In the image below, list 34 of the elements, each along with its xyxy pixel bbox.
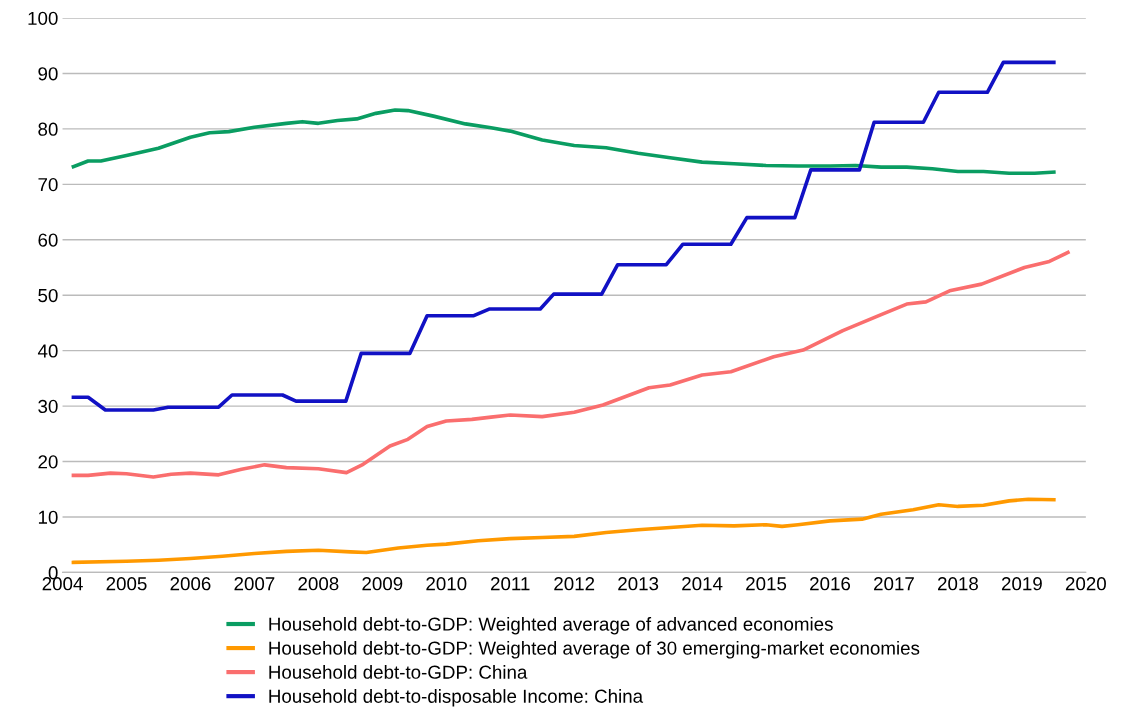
y-tick-label: 60 [38, 233, 58, 247]
y-tick-label: 70 [38, 178, 58, 192]
x-tick-label: 2019 [1001, 577, 1042, 591]
x-tick-label: 2010 [426, 577, 467, 591]
y-tick-label: 20 [38, 455, 58, 469]
line-series [71, 60, 1056, 412]
y-tick-label: 10 [38, 510, 58, 524]
legend-label: Household debt-to-GDP: China [269, 665, 528, 679]
x-tick-label: 2006 [170, 577, 211, 591]
x-tick-label: 2013 [618, 577, 659, 591]
legend-label: Household debt-to-GDP: Weighted average of advanced economies [269, 616, 833, 635]
x-tick-label: 2014 [682, 577, 723, 591]
line-series [71, 108, 1056, 176]
x-tick-label: 2007 [234, 577, 275, 591]
legend-label: Household debt-to-GDP: Weighted average of 30 emerging-market economies [269, 641, 920, 659]
y-tick-label: 90 [38, 67, 58, 81]
line-series [71, 497, 1056, 565]
y-tick-label: 40 [37, 344, 58, 358]
x-tick-label: 2008 [298, 577, 339, 591]
x-tick-label: 2012 [554, 577, 595, 591]
x-tick-label: 2016 [810, 577, 851, 591]
y-tick-label: 80 [38, 122, 58, 136]
line-series [71, 250, 1070, 479]
y-tick-label: 100 [28, 11, 58, 25]
y-tick-label: 50 [38, 288, 58, 303]
x-tick-label: 2015 [746, 577, 787, 591]
x-tick-label: 2011 [491, 577, 530, 591]
x-tick-label: 2017 [874, 577, 914, 591]
x-tick-label: 2005 [106, 577, 147, 591]
legend-label: Household debt-to-disposable Income: China [269, 689, 644, 707]
y-tick-label: 30 [38, 399, 58, 414]
x-tick-label: 2020 [1065, 577, 1106, 591]
x-tick-label: 2018 [938, 577, 978, 591]
x-tick-label: 2009 [362, 577, 403, 591]
